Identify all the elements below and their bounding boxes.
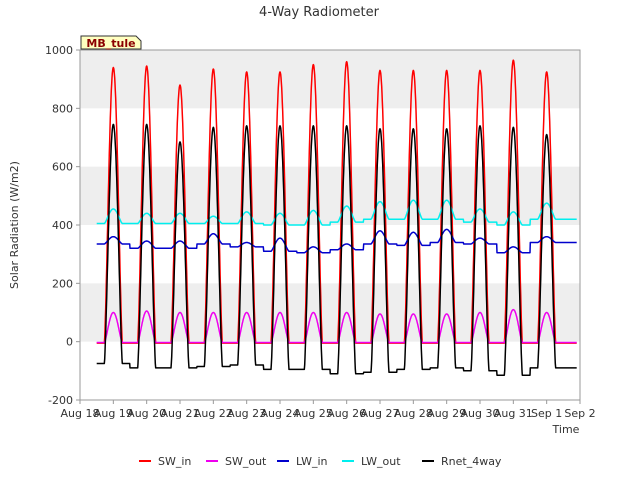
y-tick-label: 1000 — [45, 44, 73, 57]
y-axis-ticks: -200 0 200 400 600 800 1000 — [45, 44, 80, 407]
legend-label: SW_out — [225, 455, 267, 468]
x-tick-label: Aug 24 — [261, 407, 300, 420]
y-tick-label: 600 — [52, 161, 73, 174]
x-tick-label: Aug 30 — [461, 407, 500, 420]
x-tick-label: Aug 22 — [194, 407, 233, 420]
x-tick-label: Aug 26 — [327, 407, 366, 420]
y-tick-label: 400 — [52, 219, 73, 232]
x-tick-label: Aug 23 — [227, 407, 266, 420]
grid-band — [80, 50, 580, 109]
series-line-sw-out — [96, 308, 578, 344]
x-tick-label: Aug 25 — [294, 407, 333, 420]
series-line-lw-out — [96, 199, 578, 226]
legend-label: LW_out — [361, 455, 401, 468]
x-tick-label: Sep 2 — [564, 407, 595, 420]
x-tick-label: Aug 28 — [394, 407, 433, 420]
x-tick-label: Aug 27 — [361, 407, 400, 420]
y-tick-label: 200 — [52, 277, 73, 290]
legend-label: LW_in — [296, 455, 328, 468]
legend-label: SW_in — [158, 455, 191, 468]
x-tick-label: Aug 21 — [161, 407, 200, 420]
chart-title: 4-Way Radiometer — [259, 5, 380, 20]
y-tick-label: 800 — [52, 102, 73, 115]
grid-band — [80, 283, 580, 342]
grid-band — [80, 166, 580, 225]
site-label: MB_tule — [86, 37, 135, 50]
y-tick-label: -200 — [48, 394, 73, 407]
x-tick-label: Sep 1 — [531, 407, 562, 420]
y-tick-label: 0 — [66, 336, 73, 349]
series-line-rnet-4way — [96, 123, 578, 376]
x-tick-label: Aug 31 — [494, 407, 533, 420]
x-tick-label: Aug 18 — [61, 407, 100, 420]
series-line-lw-in — [96, 228, 578, 254]
legend-label: Rnet_4way — [441, 455, 502, 468]
plot-lines — [96, 59, 578, 376]
x-tick-label: Aug 19 — [94, 407, 133, 420]
x-axis-label: Time — [552, 423, 580, 436]
y-axis-label: Solar Radiation (W/m2) — [8, 161, 21, 289]
x-tick-label: Aug 29 — [427, 407, 466, 420]
site-label-box: MB_tule — [80, 35, 142, 50]
x-tick-label: Aug 20 — [127, 407, 166, 420]
legend: SW_in SW_out LW_in LW_out Rnet_4way — [139, 455, 502, 468]
